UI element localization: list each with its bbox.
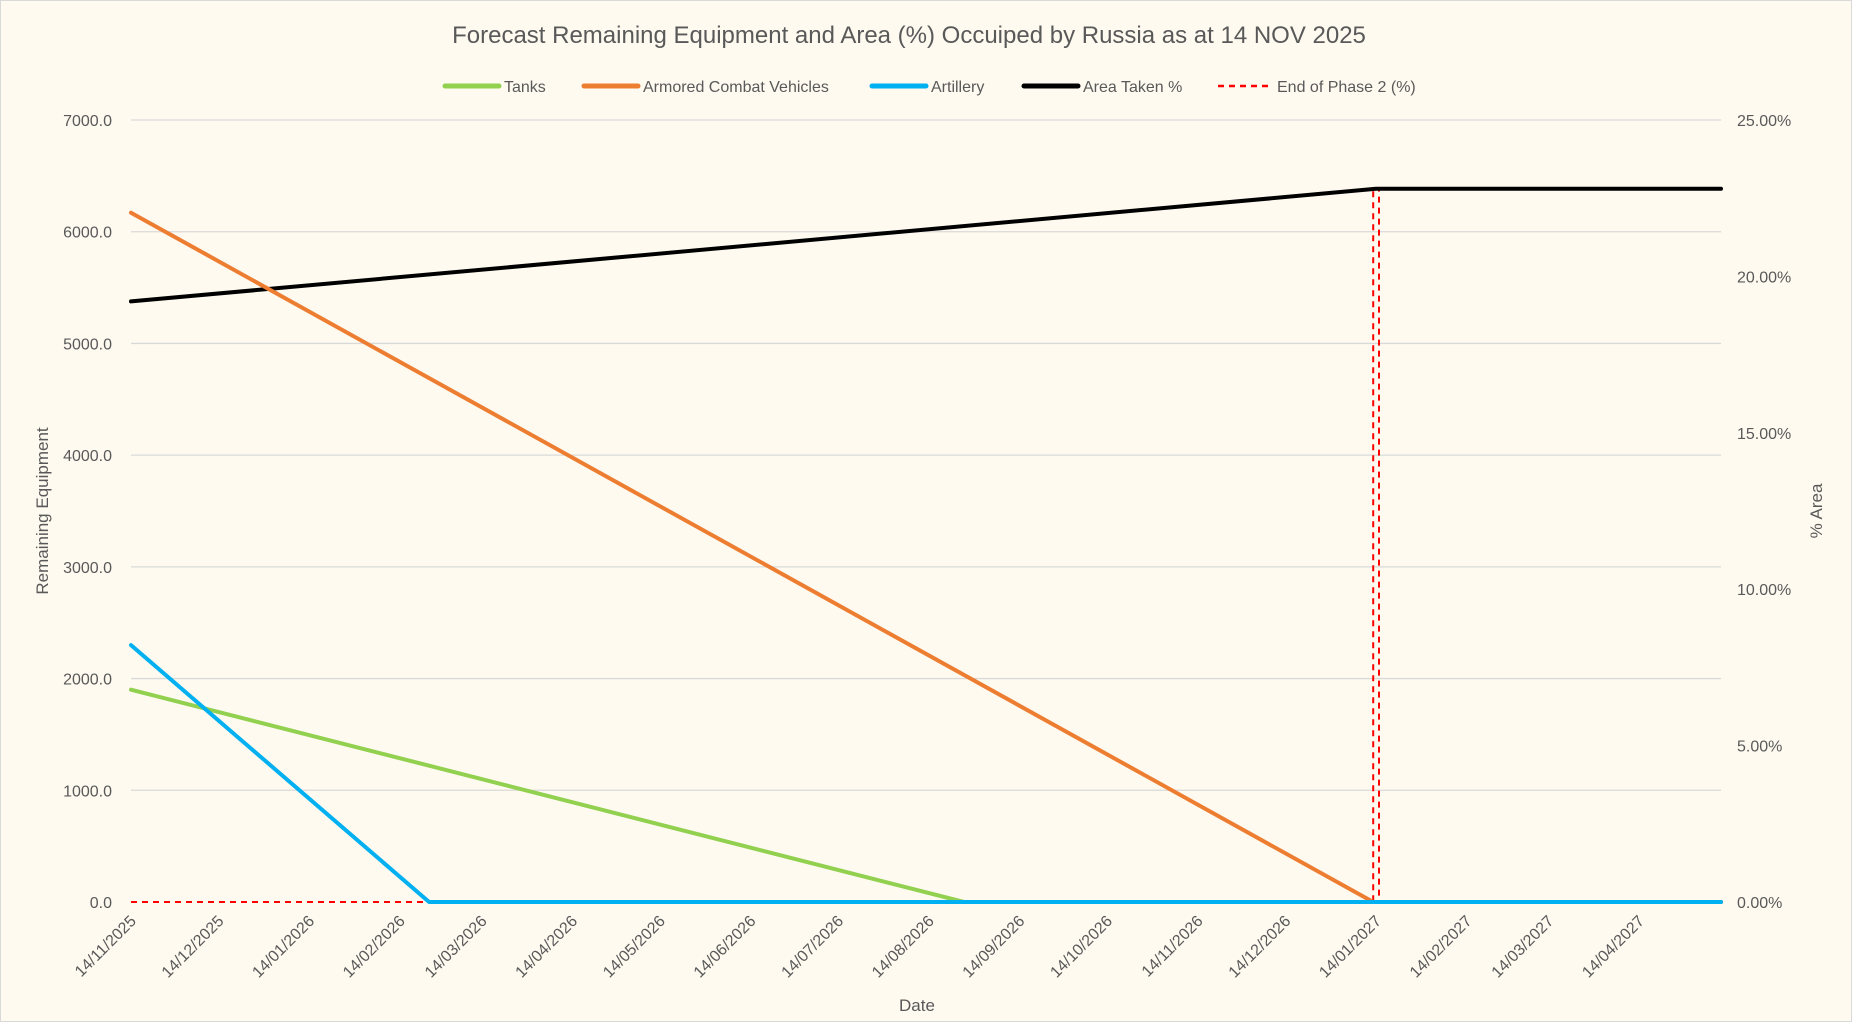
y2-axis-ticks: 0.00% 5.00% 10.00% 15.00% 20.00% 25.00% [1737,113,1791,912]
y2-tick-label: 0.00% [1737,895,1782,912]
series-lines [129,186,1723,904]
x-tick-label: 14/11/2025 [72,913,140,981]
x-tick-label: 14/12/2026 [1226,913,1295,982]
chart-title: Forecast Remaining Equipment and Area (%… [452,22,1366,49]
x-tick-label: 14/09/2026 [960,913,1029,982]
y2-tick-label: 20.00% [1737,269,1791,286]
y-axis-title: Remaining Equipment [33,427,52,595]
x-tick-label: 14/02/2026 [340,913,409,982]
x-tick-label: 14/06/2026 [691,913,760,982]
series-line-end-of-phase-2 [131,187,1721,903]
x-tick-label: 14/04/2026 [513,913,582,982]
x-axis-title: Date [899,996,935,1015]
x-tick-label: 14/04/2027 [1579,913,1648,982]
y-tick-label: 3000.0 [63,560,112,577]
y2-tick-label: 10.00% [1737,582,1791,599]
legend: Tanks Armored Combat Vehicles Artillery Are… [442,79,1416,96]
y-tick-label: 2000.0 [63,672,112,689]
x-tick-label: 14/12/2025 [159,913,228,982]
y-tick-label: 7000.0 [63,113,112,130]
y-tick-label: 5000.0 [63,336,112,353]
x-tick-label: 14/08/2026 [869,913,938,982]
x-tick-label: 14/01/2026 [249,913,318,982]
legend-label: End of Phase 2 (%) [1277,79,1416,96]
y-tick-label: 0.0 [90,895,112,912]
x-tick-label: 14/01/2027 [1316,913,1385,982]
y-tick-label: 1000.0 [63,783,112,800]
y-tick-label: 4000.0 [63,448,112,465]
gridlines [131,119,1721,791]
legend-label: Armored Combat Vehicles [643,79,829,96]
y2-tick-label: 15.00% [1737,426,1791,443]
x-tick-label: 14/11/2026 [1139,913,1207,981]
legend-label: Area Taken % [1083,79,1182,96]
x-tick-label: 14/03/2026 [422,913,491,982]
series-line-area-taken [129,186,1723,304]
x-tick-label: 14/05/2026 [600,913,669,982]
x-tick-label: 14/03/2027 [1489,913,1558,982]
y2-axis-title: % Area [1807,483,1826,538]
series-line-tanks [129,687,1723,904]
series-line-artillery [129,643,1723,904]
series-line-armored-combat-vehicles [129,210,1723,904]
x-tick-label: 14/07/2026 [779,913,848,982]
y-axis-ticks: 0.0 1000.0 2000.0 3000.0 4000.0 5000.0 6000.0 7… [63,113,112,912]
y-tick-label: 6000.0 [63,225,112,242]
y2-tick-label: 25.00% [1737,113,1791,130]
x-axis-ticks: 14/11/2025 14/12/2025 14/01/2026 14/02/2026… [72,913,1648,982]
legend-label: Tanks [504,79,546,96]
x-tick-label: 14/10/2026 [1047,913,1116,982]
legend-label: Artillery [931,79,984,96]
y2-tick-label: 5.00% [1737,739,1782,756]
x-tick-label: 14/02/2027 [1407,913,1476,982]
